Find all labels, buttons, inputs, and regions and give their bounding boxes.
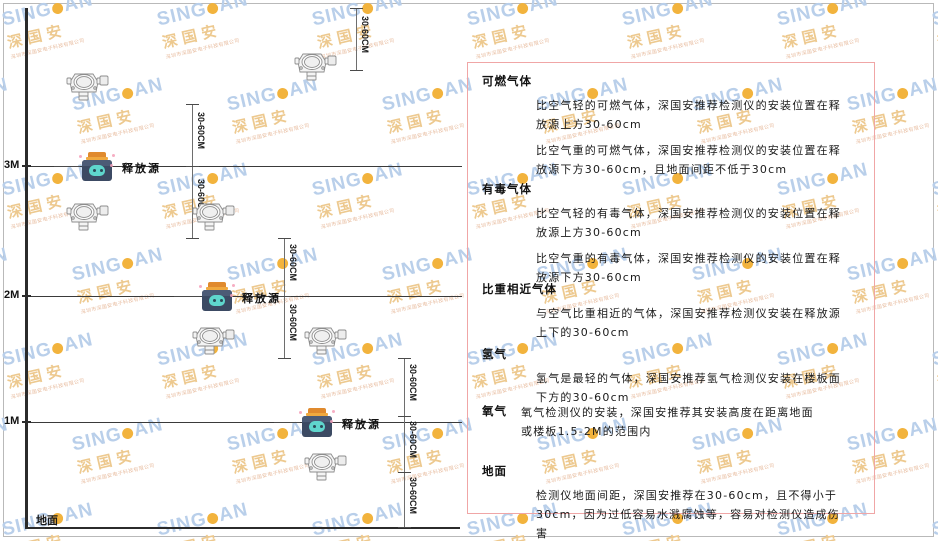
release-source-leader-line xyxy=(174,296,200,297)
dimension-label: 30-60CM xyxy=(288,244,298,282)
release-source-leader-line xyxy=(274,422,300,423)
dimension-cap xyxy=(278,238,291,239)
dimension-label: 30-60CM xyxy=(288,304,298,342)
dimension-cap xyxy=(398,416,411,417)
section-paragraph: 比空气轻的有毒气体，深国安推荐检测仪的安装位置在释放源上方30-60cm xyxy=(536,207,841,239)
dimension-label: 30-60CM xyxy=(408,421,418,459)
dimension-label: 30-60CM xyxy=(360,16,370,54)
dimension-cap xyxy=(278,296,291,297)
section-heading: 有毒气体 xyxy=(482,182,532,196)
section-heading: 氧气 xyxy=(482,404,507,418)
dimension-cap xyxy=(350,70,363,71)
release-source-icon xyxy=(299,408,335,438)
section-paragraph: 比空气重的有毒气体，深国安推荐检测仪的安装位置在释放源下方30-60cm xyxy=(536,252,841,284)
section-heading: 氢气 xyxy=(482,347,507,361)
section-heading: 可燃气体 xyxy=(482,74,532,88)
dimension-line xyxy=(404,472,405,527)
dimension-cap xyxy=(398,358,411,359)
section-heading: 比重相近气体 xyxy=(482,282,557,296)
ground-axis-line xyxy=(25,527,460,529)
dimension-line xyxy=(284,238,285,296)
dimension-label: 30-60CM xyxy=(196,112,206,150)
dimension-line xyxy=(192,166,193,238)
level-label-1m: 1M xyxy=(4,415,20,427)
section-heading: 地面 xyxy=(482,464,507,478)
section-paragraph: 氢气是最轻的气体，深国安推荐氢气检测仪安装在楼板面下方的30-60cm xyxy=(536,372,841,404)
section-paragraph: 与空气比重相近的气体，深国安推荐检测仪安装在释放源上下的30-60cm xyxy=(536,307,841,339)
release-source-icon xyxy=(199,282,235,312)
gas-detector-icon xyxy=(62,198,110,238)
section-paragraph: 比空气重的可燃气体，深国安推荐检测仪的安装位置在释放源下方30-60cm，且地面… xyxy=(536,144,841,176)
panel-section-hydrogen: 氢气氢气是最轻的气体，深国安推荐氢气检测仪安装在楼板面下方的30-60cm xyxy=(482,346,862,407)
panel-section-ground: 地面检测仪地面间距，深国安推荐在30-60cm，且不得小于30cm，因为过低容易… xyxy=(482,463,862,541)
panel-section-toxic: 有毒气体 比空气轻的有毒气体，深国安推荐检测仪的安装位置在释放源上方30-60cm… xyxy=(482,181,862,287)
release-source-leader-line xyxy=(54,166,80,167)
release-source-label: 释放源 xyxy=(242,292,281,305)
dimension-cap xyxy=(350,8,363,9)
dimension-label: 30-60CM xyxy=(408,364,418,402)
level-tick xyxy=(22,165,31,167)
level-line xyxy=(27,296,462,297)
level-label-3m: 3M xyxy=(4,159,20,171)
gas-detector-icon xyxy=(62,68,110,108)
section-paragraph: 检测仪地面间距，深国安推荐在30-60cm，且不得小于30cm，因为过低容易水溅… xyxy=(536,489,840,540)
release-source-label: 释放源 xyxy=(342,418,381,431)
gas-detector-icon xyxy=(300,448,348,488)
panel-section-flammable: 可燃气体 比空气轻的可燃气体，深国安推荐检测仪的安装位置在释放源上方30-60cm… xyxy=(482,73,862,179)
panel-section-oxygen: 氧气 氧气检测仪的安装，深国安推荐其安装高度在距离地面或楼板1.5-2M的范围内 xyxy=(482,403,862,441)
level-tick xyxy=(22,421,31,423)
dimension-label: 30-60CM xyxy=(196,179,206,217)
dimension-line xyxy=(284,296,285,358)
dimension-line xyxy=(192,104,193,166)
level-line xyxy=(27,422,462,423)
dimension-line xyxy=(404,416,405,472)
info-panel: 可燃气体 比空气轻的可燃气体，深国安推荐检测仪的安装位置在释放源上方30-60cm… xyxy=(467,62,875,540)
panel-section-similar-density: 比重相近气体与空气比重相近的气体，深国安推荐检测仪安装在释放源上下的30-60c… xyxy=(482,281,862,342)
section-paragraph: 氧气检测仪的安装，深国安推荐其安装高度在距离地面或楼板1.5-2M的范围内 xyxy=(521,406,814,438)
outer-frame xyxy=(3,3,934,537)
gas-detector-icon xyxy=(300,322,348,362)
level-tick xyxy=(22,295,31,297)
dimension-cap xyxy=(186,104,199,105)
vertical-axis xyxy=(25,8,28,529)
level-label-2m: 2M xyxy=(4,289,20,301)
gas-detector-icon xyxy=(290,48,338,88)
gas-detector-icon xyxy=(188,198,236,238)
dimension-line xyxy=(356,8,357,70)
level-line xyxy=(27,166,462,167)
dimension-cap xyxy=(398,527,411,528)
dimension-line xyxy=(404,358,405,416)
release-source-label: 释放源 xyxy=(122,162,161,175)
release-source-icon xyxy=(79,152,115,182)
dimension-cap xyxy=(398,472,411,473)
dimension-cap xyxy=(186,238,199,239)
dimension-cap xyxy=(186,166,199,167)
dimension-cap xyxy=(278,358,291,359)
gas-detector-icon xyxy=(188,322,236,362)
ground-label: 地面 xyxy=(36,514,58,527)
dimension-label: 30-60CM xyxy=(408,476,418,514)
section-paragraph: 比空气轻的可燃气体，深国安推荐检测仪的安装位置在释放源上方30-60cm xyxy=(536,99,841,131)
